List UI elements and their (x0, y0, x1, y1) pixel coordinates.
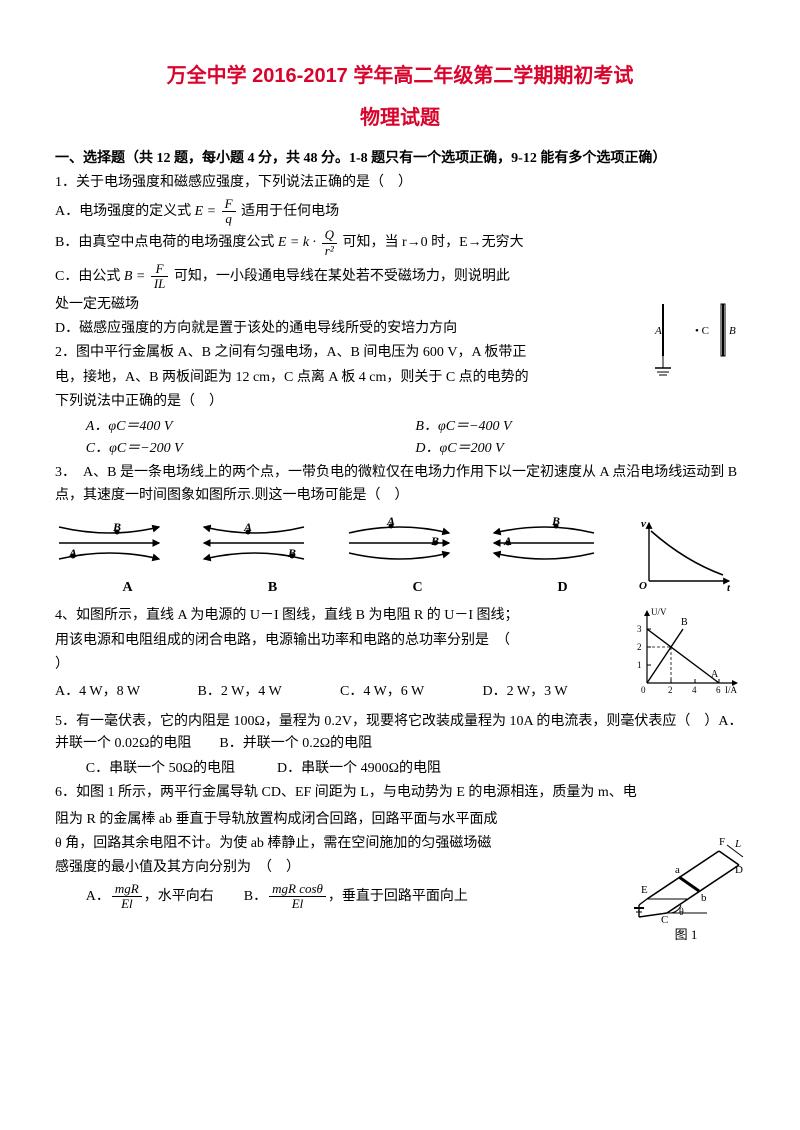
svg-text:E: E (641, 884, 648, 896)
q4-stem-a: 4、如图所示，直线 A 为电源的 U－I 图线，直线 B 为电阻 R 的 U－I… (55, 605, 625, 627)
title-school-term: 万全中学 2016-2017 学年高二年级第二学期期初考试 (55, 60, 745, 92)
q3-fig-b: A B B (200, 513, 345, 599)
q4-opt-a: A．4 W，8 W (55, 681, 198, 703)
q4-options: A．4 W，8 W B．2 W，4 W C．4 W，6 W D．2 W，3 W (55, 681, 625, 703)
q2-options: A．φC＝400 V B．φC＝−400 V C．φC＝−200 V D．φC＝… (55, 416, 745, 461)
q2-stem-a: 2．图中平行金属板 A、B 之间有匀强电场，A、B 间电压为 600 V，A 板… (55, 342, 645, 364)
q6-options: A．mgREl，水平向右 B．mgR cosθEl，垂直于回路平面向上 (55, 882, 627, 912)
q1-a-frac: Fq (222, 197, 236, 227)
q3-vt-graph: v t O (635, 517, 745, 595)
svg-text:1: 1 (637, 660, 642, 670)
q6-opt-a: A．mgREl，水平向右 (86, 882, 214, 912)
svg-text:b: b (701, 892, 707, 904)
q2-stem-c: 下列说法中正确的是（ ） (55, 391, 645, 413)
title-subject: 物理试题 (55, 102, 745, 134)
q3-stem: 3． A、B 是一条电场线上的两个点，一带负电的微粒仅在电场力作用下以一定初速度… (55, 462, 745, 507)
q4-opt-c: C．4 W，6 W (340, 681, 483, 703)
svg-text:B: B (729, 325, 736, 337)
q1-b-frac: Qr² (322, 228, 337, 258)
q1-opt-a: A．电场强度的定义式 E = Fq 适用于任何电场 (55, 197, 745, 227)
svg-text:2: 2 (637, 642, 642, 652)
svg-text:O: O (639, 580, 647, 592)
svg-text:A: A (711, 669, 719, 680)
svg-text:4: 4 (692, 685, 697, 695)
svg-text:D: D (735, 864, 743, 876)
q1-a-post: 适用于任何电场 (241, 204, 339, 219)
svg-text:C: C (661, 914, 668, 925)
q4-opt-b: B．2 W，4 W (198, 681, 341, 703)
q3-fig-a: B A A (55, 513, 200, 599)
q2-opt-a: A．φC＝400 V (86, 416, 416, 438)
q6-stem-b: 阻为 R 的金属棒 ab 垂直于导轨放置构成闭合回路，回路平面与水平面成 (55, 809, 627, 831)
q1-c-post: 可知，一小段通电导线在某处若不受磁场力，则说明此 (174, 269, 510, 284)
q2-opt-c: C．φC＝−200 V (86, 438, 416, 460)
svg-text:t: t (727, 582, 731, 594)
q1-opt-d: D．磁感应强度的方向就是置于该处的通电导线所受的安培力方向 (55, 318, 645, 340)
q6-stem-a: 6．如图 1 所示，两平行金属导轨 CD、EF 间距为 L，与电动势为 E 的电… (55, 782, 745, 804)
q1-b-eq: E = k · (278, 235, 320, 250)
q4-figure: 1 2 3 2 4 6 0 A B U/V I/A (625, 603, 745, 703)
q1-a-pre: A．电场强度的定义式 (55, 204, 191, 219)
svg-text:2: 2 (668, 685, 673, 695)
q5-stem: 5．有一毫伏表，它的内阻是 100Ω，量程为 0.2V，现要将它改装成量程为 1… (55, 711, 745, 756)
q1-b-pre: B．由真空中点电荷的电场强度公式 (55, 235, 274, 250)
q1-b-post: 可知，当 r→0 时，E→无穷大 (342, 235, 523, 250)
svg-text:0: 0 (641, 685, 646, 695)
svg-text:v: v (641, 518, 646, 530)
q1-c-frac: FIL (151, 262, 169, 292)
svg-text:θ: θ (679, 907, 684, 918)
section-1-heading: 一、选择题（共 12 题，每小题 4 分，共 48 分。1-8 题只有一个选项正… (55, 148, 745, 170)
q4-stem-b: 用该电源和电阻组成的闭合电路，电源输出功率和电路的总功率分别是 （ (55, 630, 625, 652)
q3-fig-d: B A D (490, 513, 635, 599)
q1-opt-b: B．由真空中点电荷的电场强度公式 E = k · Qr² 可知，当 r→0 时，… (55, 228, 745, 258)
q6-stem-c: θ 角，回路其余电阻不计。为使 ab 棒静止，需在空间施加的匀强磁场磁 (55, 833, 627, 855)
svg-text:B: B (681, 617, 688, 628)
q6-stem-d: 感强度的最小值及其方向分别为 （ ） (55, 857, 627, 879)
q2-opt-d: D．φC＝200 V (415, 438, 745, 460)
svg-text:L: L (734, 838, 741, 850)
svg-text:A: A (654, 325, 662, 337)
svg-text:3: 3 (637, 624, 642, 634)
svg-text:U/V: U/V (651, 607, 667, 617)
q2-figure: A • C B (645, 260, 745, 416)
q1-c-cont: 处一定无磁场 (55, 294, 645, 316)
q1-stem: 1．关于电场强度和磁感应强度，下列说法正确的是（ ） (55, 172, 745, 194)
q2-opt-b: B．φC＝−400 V (415, 416, 745, 438)
svg-text:6: 6 (716, 685, 721, 695)
q6-fig-caption: 图 1 (627, 925, 745, 946)
q4-opt-d: D．2 W，3 W (483, 681, 626, 703)
q6-opt-b: B．mgR cosθEl，垂直于回路平面向上 (244, 882, 468, 912)
svg-text:I/A: I/A (725, 685, 737, 695)
q1-a-eq: E = (195, 204, 220, 219)
svg-text:a: a (675, 864, 680, 876)
q5-line2: C．串联一个 50Ω的电阻 D．串联一个 4900Ω的电阻 (55, 758, 745, 780)
q1-c-eq: B = (124, 269, 149, 284)
svg-text:F: F (719, 836, 725, 848)
svg-text:• C: • C (695, 325, 709, 337)
q1-opt-c: C．由公式 B = FIL 可知，一小段通电导线在某处若不受磁场力，则说明此 (55, 262, 645, 292)
q2-stem-b: 电，接地，A、B 两板间距为 12 cm，C 点离 A 板 4 cm，则关于 C… (55, 367, 645, 389)
q3-cap-c: C (345, 577, 490, 599)
q3-fig-c: A B C (345, 513, 490, 599)
q3-cap-b: B (200, 577, 345, 599)
q3-cap-d: D (490, 577, 635, 599)
q4-stem-c: ） (55, 654, 625, 676)
q3-cap-a: A (55, 577, 200, 599)
q6-figure: θ L E F C D a b 图 1 (627, 807, 745, 946)
q1-c-pre: C．由公式 (55, 269, 120, 284)
q3-figures: B A A A B B A B C (55, 513, 745, 599)
